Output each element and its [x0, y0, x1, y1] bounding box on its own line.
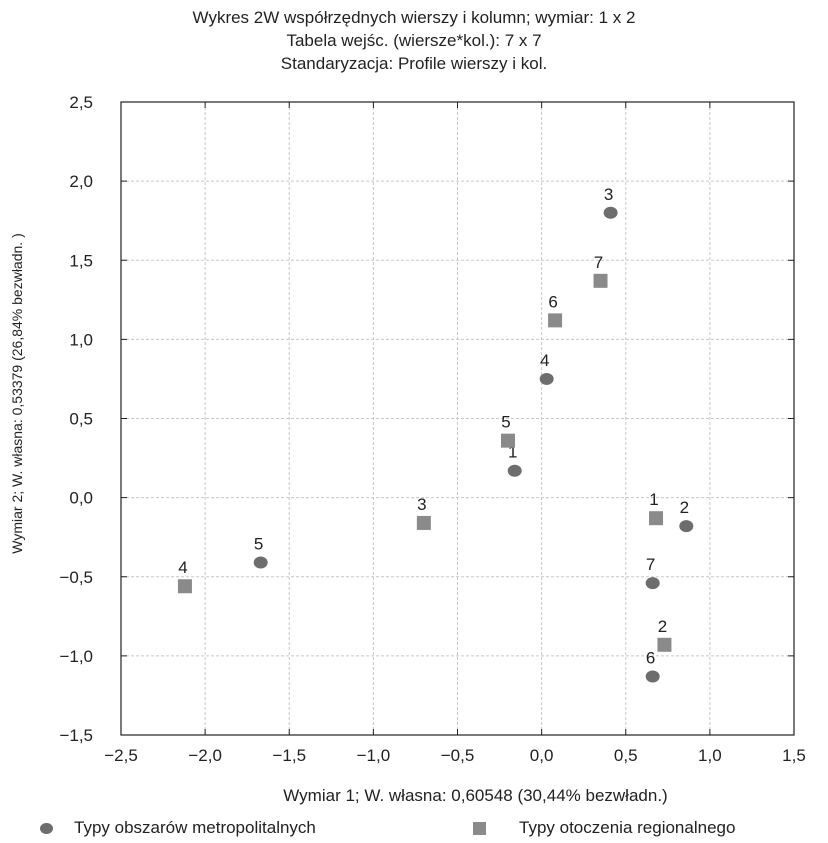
circle-marker-icon: [40, 822, 53, 834]
y-tick-label: 2,0: [69, 172, 93, 191]
data-point-label: 4: [178, 558, 187, 577]
y-tick-label: 2,5: [69, 93, 93, 112]
legend: Typy obszarów metropolitalnych Typy otoc…: [0, 818, 828, 842]
data-point-label: 3: [604, 185, 613, 204]
data-point-label: 2: [680, 498, 689, 517]
data-point-square: [649, 511, 664, 526]
data-point-label: 2: [658, 617, 667, 636]
data-point-label: 5: [254, 535, 263, 554]
legend-label-regional: Typy otoczenia regionalnego: [519, 818, 736, 837]
data-point-circle: [253, 556, 268, 569]
x-tick-label: 0,0: [530, 746, 554, 765]
data-point-circle: [603, 206, 618, 219]
y-tick-label: −0,5: [59, 568, 93, 587]
y-tick-label: −1,0: [59, 647, 93, 666]
data-point-label: 4: [540, 351, 549, 370]
data-point-label: 7: [594, 253, 603, 272]
legend-label-metropolitan: Typy obszarów metropolitalnych: [74, 818, 316, 837]
legend-item-regional: Typy otoczenia regionalnego: [473, 818, 735, 838]
x-tick-label: −2,5: [104, 746, 138, 765]
data-point-circle: [507, 464, 522, 477]
data-point-square: [177, 579, 192, 594]
data-point-label: 6: [646, 648, 655, 667]
chart-title: Wykres 2W współrzędnych wierszy i kolumn…: [192, 8, 636, 27]
data-point-circle: [679, 520, 694, 533]
x-tick-label: −1,5: [272, 746, 306, 765]
data-point-square: [548, 313, 563, 328]
y-axis-label: Wymiar 2; W. własna: 0,53379 (26,84% bez…: [9, 233, 25, 553]
y-tick-label: 0,5: [69, 410, 93, 429]
data-point-label: 5: [501, 413, 510, 432]
x-axis-label: Wymiar 1; W. własna: 0,60548 (30,44% bez…: [283, 786, 667, 805]
x-tick-label: 0,5: [614, 746, 638, 765]
data-point-circle: [539, 372, 554, 385]
data-point-square: [657, 637, 672, 652]
y-tick-label: 1,0: [69, 330, 93, 349]
data-point-square: [500, 433, 515, 448]
data-point-square: [593, 273, 608, 288]
chart-subtitle-table: Tabela wejśc. (wiersze*kol.): 7 x 7: [286, 31, 542, 50]
data-point-label: 7: [646, 555, 655, 574]
y-tick-label: 0,0: [69, 489, 93, 508]
x-tick-label: 1,0: [698, 746, 722, 765]
data-point-label: 1: [508, 443, 517, 462]
chart-subtitle-standardization: Standaryzacja: Profile wierszy i kol.: [280, 54, 548, 73]
x-tick-label: −1,0: [357, 746, 391, 765]
square-marker-icon: [473, 821, 486, 835]
scatter-chart: −2,5 −2,0 −1,5 −1,0 −0,5 0,0 0,5 1,0 1,5 2,5 2,0 1,…: [9, 93, 806, 805]
data-point-label: 6: [548, 292, 557, 311]
x-tick-label: −0,5: [441, 746, 475, 765]
y-tick-label: 1,5: [69, 251, 93, 270]
y-tick-label: −1,5: [59, 726, 93, 745]
x-tick-label: −2,0: [188, 746, 222, 765]
data-point-label: 3: [417, 495, 426, 514]
legend-item-metropolitan: Typy obszarów metropolitalnych: [40, 818, 316, 838]
data-point-label: 1: [649, 490, 658, 509]
x-tick-label: 1,5: [782, 746, 806, 765]
data-point-square: [416, 515, 431, 530]
data-point-circle: [645, 577, 660, 590]
data-point-circle: [645, 670, 660, 683]
